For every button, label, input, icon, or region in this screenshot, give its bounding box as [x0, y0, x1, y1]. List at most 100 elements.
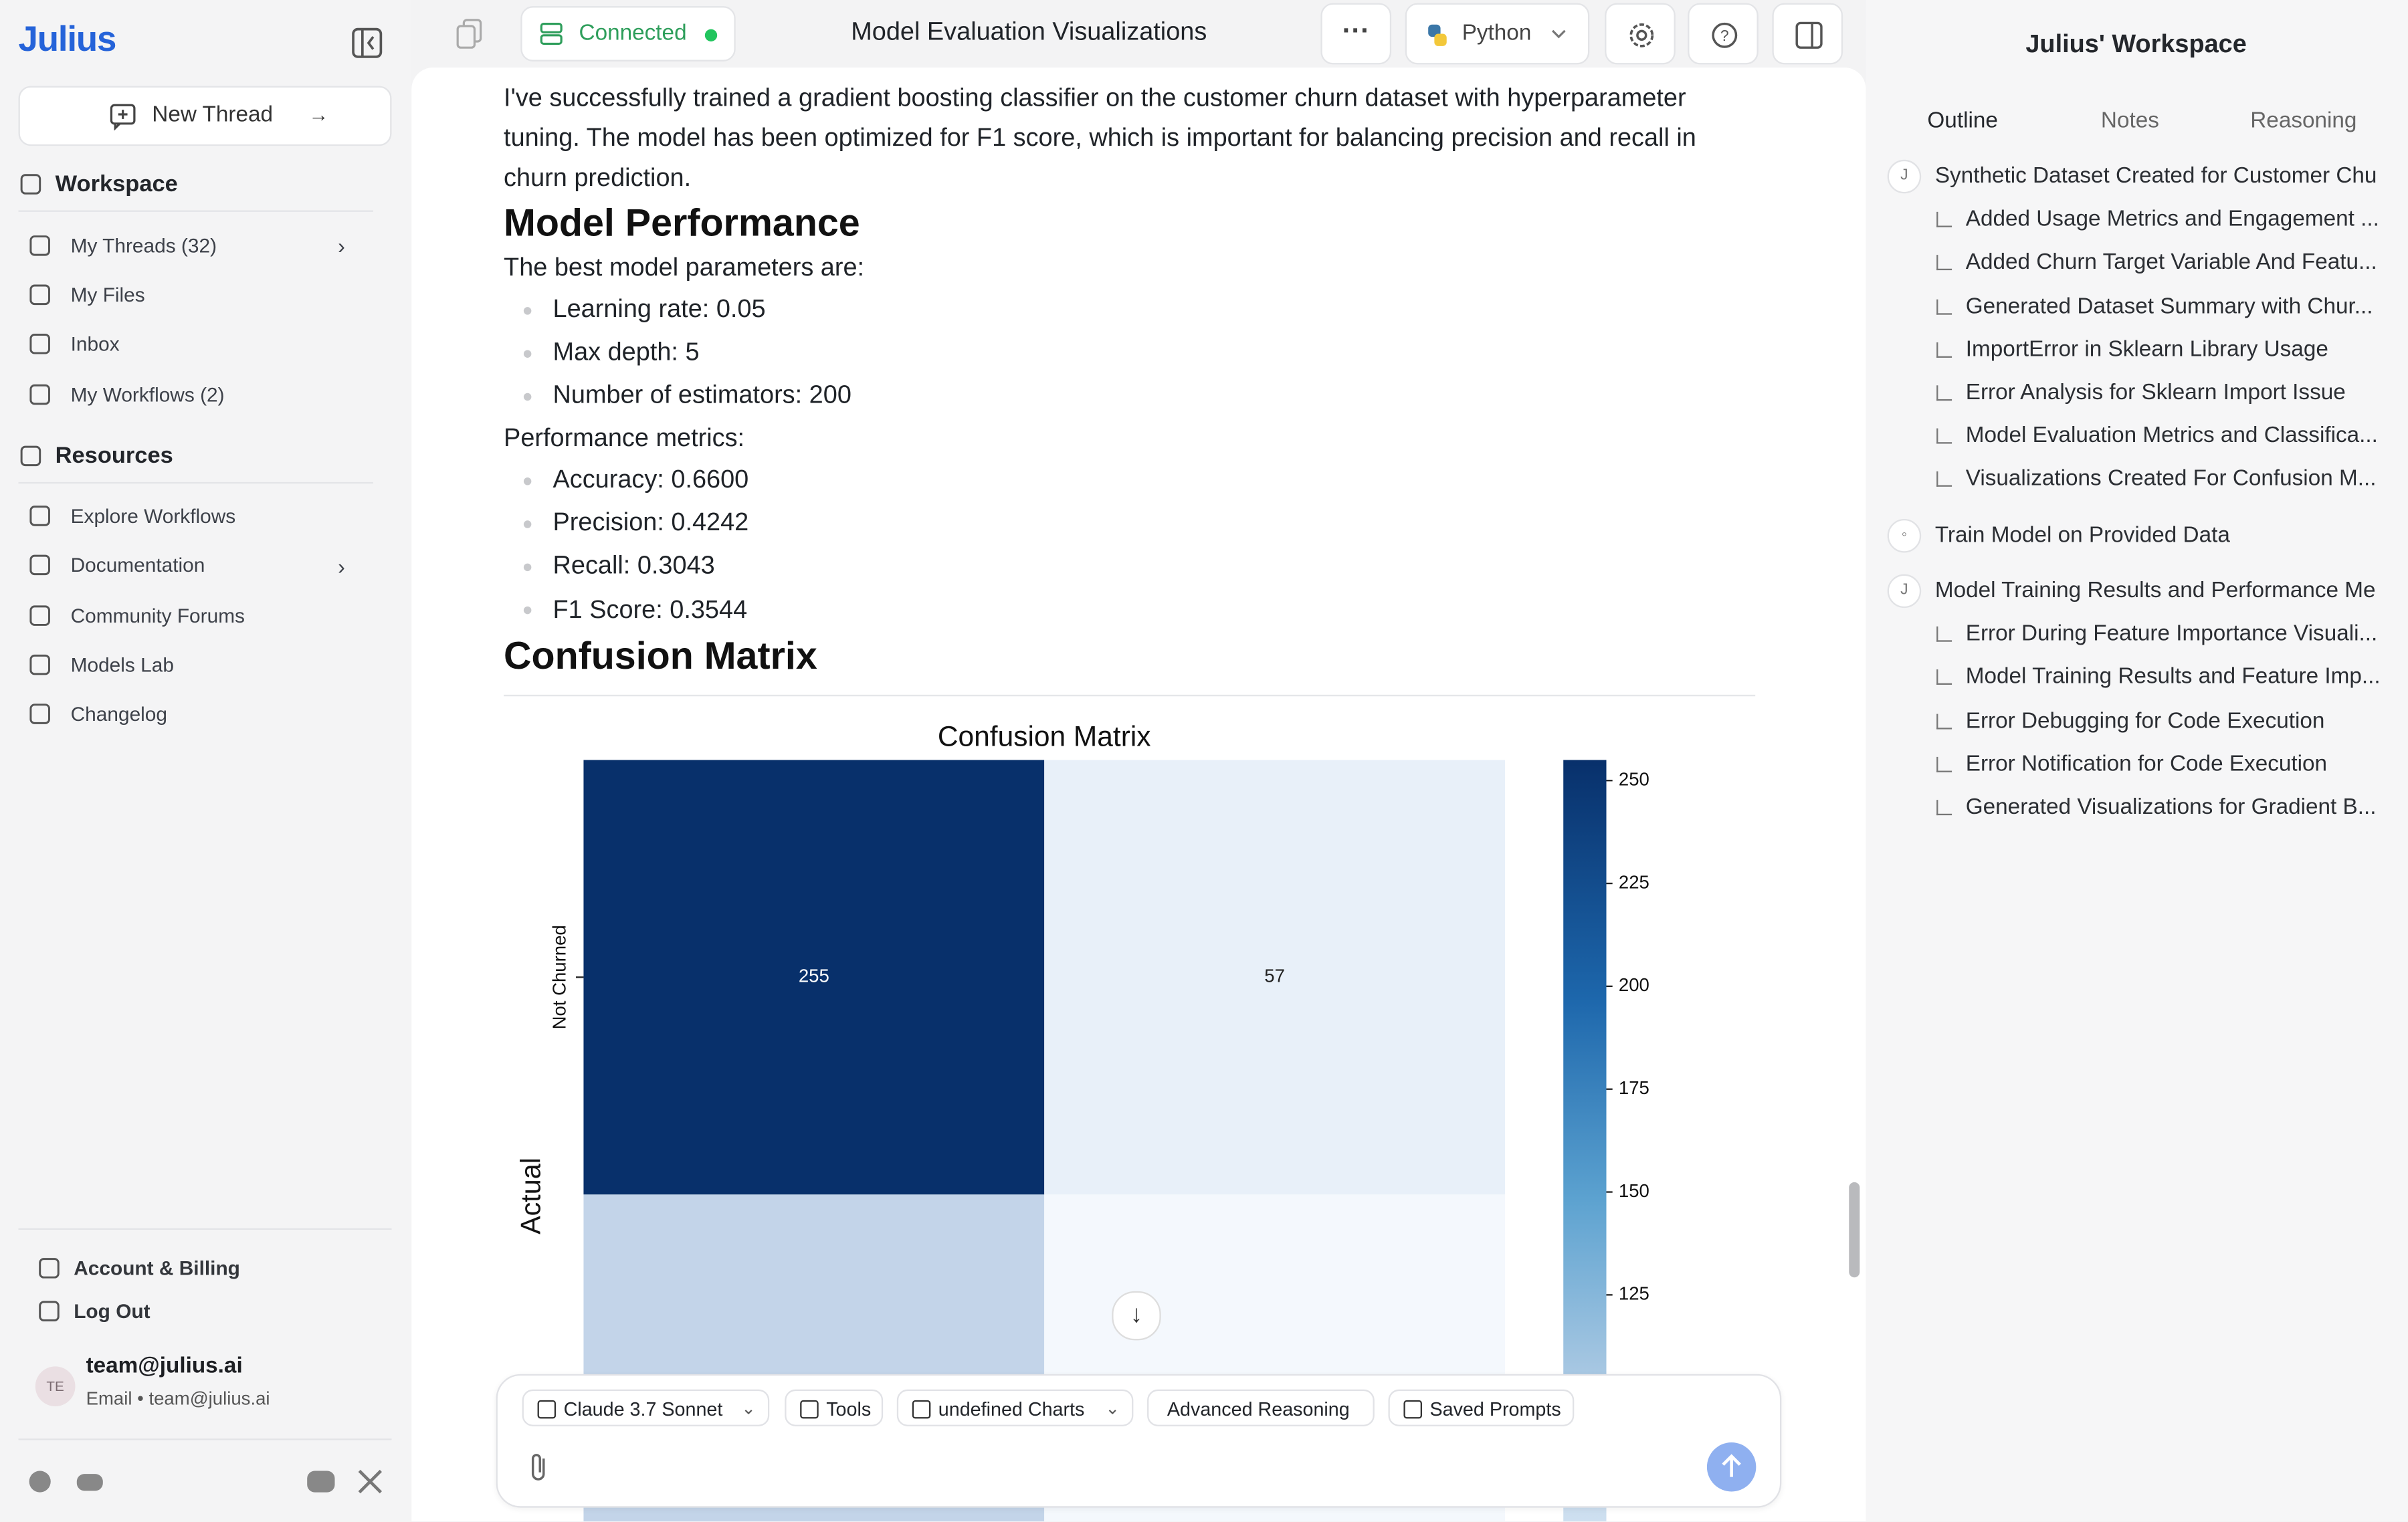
- panel-icon: [1795, 21, 1823, 49]
- outline-group[interactable]: Train Model on Provided Data: [1934, 523, 2230, 548]
- language-selector[interactable]: Python: [1405, 3, 1590, 65]
- nav-item[interactable]: Inbox: [70, 332, 120, 356]
- nav-icon: [29, 384, 50, 405]
- panel-tab[interactable]: Outline: [1927, 109, 1998, 134]
- bullet: [523, 349, 532, 358]
- outline-group[interactable]: Model Training Results and Performance M…: [1934, 578, 2376, 604]
- heading: Confusion Matrix: [504, 635, 817, 678]
- composer-chip[interactable]: Saved Prompts: [1388, 1389, 1575, 1426]
- colorbar-tick-label: 125: [1619, 1283, 1649, 1304]
- chip-icon: [800, 1400, 819, 1419]
- panel-toggle[interactable]: [1772, 3, 1843, 65]
- composer-chip[interactable]: Tools: [785, 1389, 884, 1426]
- section-title: Workspace: [55, 171, 178, 198]
- subtitle-label: Email: [86, 1388, 132, 1410]
- outline-icon: [1936, 471, 1952, 487]
- outline-item[interactable]: Generated Dataset Summary with Chur...: [1965, 294, 2373, 319]
- y-tick-label: Not Churned: [548, 925, 569, 1029]
- divider: [18, 1228, 392, 1230]
- y-axis-label: Actual: [516, 1158, 546, 1234]
- composer-chip[interactable]: undefined Charts ⌄: [896, 1389, 1134, 1426]
- panel-tab[interactable]: Notes: [2100, 109, 2159, 134]
- nav-item[interactable]: Models Lab: [70, 653, 174, 677]
- nav-item[interactable]: Documentation: [70, 554, 205, 577]
- outline-badge: ◦: [1887, 518, 1922, 552]
- subtitle-email: team@julius.ai: [148, 1388, 270, 1410]
- connection-status[interactable]: Connected: [520, 6, 736, 62]
- outline-item[interactable]: ImportError in Sklearn Library Usage: [1965, 337, 2328, 362]
- text: The best model parameters are:: [504, 253, 865, 282]
- account-item[interactable]: Account & Billing: [74, 1257, 240, 1280]
- sidebar: Julius New Thread → TE team@julius.ai Em…: [0, 0, 412, 1522]
- composer-chip[interactable]: Advanced Reasoning: [1147, 1389, 1375, 1426]
- nav-item[interactable]: Explore Workflows: [70, 504, 236, 528]
- chip-icon: [912, 1400, 931, 1419]
- outline-icon: [1936, 255, 1952, 271]
- brand[interactable]: Julius: [18, 18, 117, 59]
- account-item[interactable]: Log Out: [74, 1299, 150, 1323]
- outline-item[interactable]: Error During Feature Importance Visuali.…: [1965, 622, 2378, 647]
- panel-tab[interactable]: Reasoning: [2250, 109, 2357, 134]
- composer-chip[interactable]: Claude 3.7 Sonnet ⌄: [522, 1389, 770, 1426]
- list-item: F1 Score: 0.3544: [553, 596, 748, 624]
- account-icon: [39, 1301, 60, 1321]
- outline-icon: [1936, 298, 1952, 314]
- chevron[interactable]: ›: [338, 233, 345, 258]
- outline-group[interactable]: Synthetic Dataset Created for Customer C…: [1934, 164, 2377, 189]
- android-icon[interactable]: [76, 1474, 103, 1491]
- chat-card: Confusion Matrix Actual 255 57 Not Churned…: [411, 68, 1866, 1522]
- collapse-icon[interactable]: [350, 26, 384, 60]
- divider: [18, 481, 373, 484]
- chip-icon: [1403, 1400, 1423, 1419]
- attach-icon[interactable]: [525, 1451, 553, 1485]
- list-item: Accuracy: 0.6600: [553, 465, 749, 494]
- user-email: team@julius.ai: [86, 1353, 243, 1379]
- nav-item[interactable]: My Files: [70, 283, 145, 307]
- outline-item[interactable]: Error Notification for Code Execution: [1965, 752, 2328, 777]
- settings-button[interactable]: [1605, 3, 1676, 65]
- outline-item[interactable]: Error Analysis for Sklearn Import Issue: [1965, 380, 2346, 406]
- x-icon[interactable]: [358, 1469, 383, 1494]
- server-icon: [540, 22, 563, 45]
- status-dot: [704, 29, 718, 41]
- send-button[interactable]: [1706, 1442, 1757, 1493]
- thread-title: Model Evaluation Visualizations: [851, 18, 1207, 46]
- outline-item[interactable]: Model Evaluation Metrics and Classifica.…: [1965, 424, 2378, 449]
- nav-item[interactable]: My Threads (32): [70, 234, 217, 257]
- language-label: Python: [1462, 21, 1532, 46]
- scrollbar[interactable]: [1849, 1182, 1860, 1278]
- bullet: [523, 520, 532, 528]
- colorbar-tick-label: 200: [1619, 974, 1649, 995]
- chevron: ⌄: [741, 1400, 756, 1419]
- outline-item[interactable]: Generated Visualizations for Gradient B.…: [1965, 795, 2377, 821]
- outline-icon: [1936, 627, 1952, 643]
- outline-item[interactable]: Added Usage Metrics and Engagement ...: [1965, 207, 2379, 233]
- scroll-down-button[interactable]: ↓: [1112, 1291, 1161, 1341]
- nav-item[interactable]: Community Forums: [70, 603, 245, 627]
- section-title: Resources: [55, 443, 173, 469]
- apple-icon[interactable]: [29, 1471, 51, 1493]
- colorbar-tick-label: 225: [1619, 871, 1649, 892]
- chevron: ⌄: [1105, 1400, 1120, 1419]
- heading: Model Performance: [504, 201, 860, 245]
- discord-icon[interactable]: [307, 1471, 335, 1493]
- chip-icon: [537, 1400, 557, 1419]
- new-thread-button[interactable]: New Thread →: [18, 86, 392, 146]
- section-icon: [20, 445, 41, 467]
- chat-icon: ?: [1712, 22, 1738, 48]
- nav-item[interactable]: My Workflows (2): [70, 383, 225, 407]
- more-button[interactable]: ···: [1320, 3, 1392, 65]
- outline-item[interactable]: Model Training Results and Feature Imp..…: [1965, 665, 2381, 690]
- outline-item[interactable]: Added Churn Target Variable And Featu...: [1965, 251, 2377, 276]
- chevron[interactable]: ›: [338, 554, 345, 579]
- new-thread-icon: [110, 104, 136, 131]
- cell-label: 57: [1264, 966, 1285, 986]
- outline-item[interactable]: Error Debugging for Code Execution: [1965, 708, 2325, 734]
- copy-icon[interactable]: [455, 17, 486, 51]
- panel-title: Julius' Workspace: [2025, 30, 2247, 59]
- outline-item[interactable]: Visualizations Created For Confusion M..…: [1965, 467, 2377, 492]
- help-button[interactable]: ?: [1688, 3, 1759, 65]
- outline-icon: [1936, 713, 1952, 729]
- nav-item[interactable]: Changelog: [70, 702, 168, 726]
